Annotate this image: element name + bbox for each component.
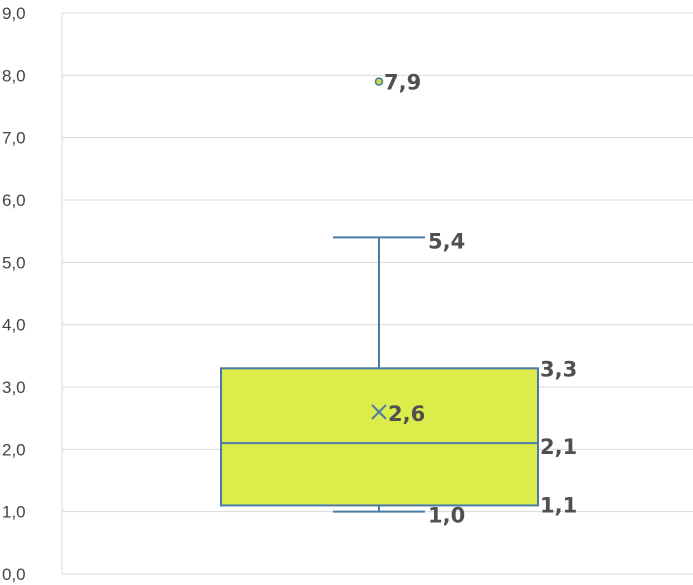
y-tick-label: 5,0: [2, 253, 26, 272]
y-tick-label: 4,0: [2, 316, 26, 335]
box-plot: [220, 77, 539, 513]
mean-marker-stroke: [371, 404, 387, 420]
mean-label: 2,6: [388, 402, 425, 426]
whisker-low-label: 1,0: [428, 504, 465, 528]
whisker-high-label: 5,4: [428, 229, 465, 253]
q3-label: 3,3: [540, 357, 577, 381]
y-tick-label: 6,0: [2, 191, 26, 210]
outlier-label: 7,9: [384, 71, 421, 95]
y-tick-label: 1,0: [2, 503, 26, 522]
y-tick-label: 9,0: [2, 4, 26, 23]
outlier-point: [374, 77, 384, 86]
y-tick-label: 2,0: [2, 440, 26, 459]
data-labels: 7,9 5,4 3,3 2,6 2,1 1,1 1,0: [384, 71, 577, 528]
interquartile-box: [220, 367, 539, 507]
y-tick-label: 3,0: [2, 378, 26, 397]
gridlines: [61, 12, 693, 575]
y-axis-ticks: 0,0 1,0 2,0 3,0 4,0 5,0 6,0 7,0 8,0 9,0: [2, 4, 26, 584]
q1-label: 1,1: [540, 493, 577, 517]
y-tick-label: 8,0: [2, 66, 26, 85]
y-tick-label: 7,0: [2, 129, 26, 148]
median-label: 2,1: [540, 435, 577, 459]
y-tick-label: 0,0: [2, 565, 26, 584]
mean-marker: [371, 404, 387, 420]
